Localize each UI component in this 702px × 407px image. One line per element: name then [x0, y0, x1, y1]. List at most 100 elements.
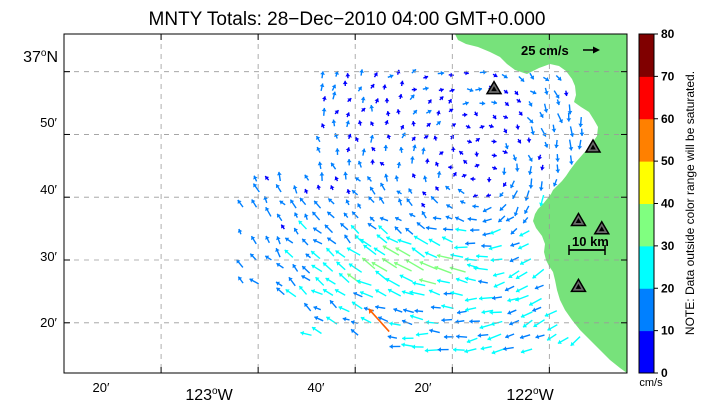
current-vector-89	[436, 120, 442, 126]
current-vector-25	[399, 80, 405, 87]
lon-label-40: 40′	[308, 380, 325, 395]
current-vector-431	[487, 333, 502, 341]
current-vector-134	[474, 151, 480, 157]
colorbar-label-4: 40	[661, 197, 675, 211]
current-vector-215	[357, 203, 362, 209]
current-vector-125	[361, 148, 367, 156]
current-vector-108	[411, 136, 416, 142]
current-vector-218	[397, 198, 403, 206]
current-vector-421	[311, 326, 322, 335]
current-vector-243	[445, 215, 453, 220]
current-vector-347	[375, 270, 389, 282]
current-vector-31	[475, 87, 483, 92]
colorbar-tick-labels: 0 10 20 30 40 50 60 70 80	[661, 27, 675, 380]
lat-labels: 37oN 50′ 40′ 30′ 20′	[23, 48, 58, 330]
current-vector-219	[406, 198, 413, 207]
current-vector-46	[409, 94, 415, 101]
current-vector-304	[382, 245, 400, 256]
current-vector-280	[359, 238, 372, 248]
current-vector-261	[404, 227, 414, 235]
current-vector-250	[237, 228, 243, 235]
current-vector-max	[368, 308, 390, 333]
current-vector-49	[447, 98, 453, 104]
current-vector-5	[387, 74, 394, 79]
current-vector-260	[394, 226, 402, 234]
current-vector-293	[249, 253, 257, 261]
current-vector-298	[310, 250, 321, 260]
current-vector-179	[502, 182, 508, 188]
current-vector-59	[321, 107, 327, 116]
current-vector-131	[438, 151, 444, 156]
current-vector-334	[508, 270, 520, 279]
current-vector-176	[461, 173, 467, 179]
current-vector-110	[433, 135, 438, 141]
current-vector-283	[397, 238, 412, 245]
current-vector-118	[543, 141, 549, 148]
current-vector-214	[345, 199, 350, 206]
radar-sites	[485, 80, 611, 293]
current-vector-400	[544, 310, 558, 318]
current-vector-276	[312, 238, 323, 245]
current-vector-231	[294, 212, 299, 218]
current-vector-229	[265, 206, 272, 217]
lat-label-50: 50′	[40, 115, 57, 130]
current-vector-287	[454, 245, 468, 250]
current-vector-289	[481, 243, 492, 249]
current-vector-440	[411, 344, 424, 350]
colorbar-segment-2	[639, 245, 654, 289]
current-vector-211	[299, 197, 307, 206]
current-vector-42	[360, 96, 366, 103]
current-vector-207	[251, 199, 258, 208]
current-vector-157	[514, 163, 520, 172]
reference-vector: 25 cm/s	[521, 43, 600, 58]
current-vector-367	[359, 290, 374, 298]
current-vector-88	[426, 122, 432, 128]
current-vector-201	[485, 193, 492, 198]
current-vector-92	[479, 124, 485, 130]
current-vector-98	[551, 124, 557, 133]
current-vector-356	[493, 281, 505, 288]
current-vector-394	[464, 307, 477, 312]
current-vector-441	[424, 348, 439, 353]
current-vector-302	[363, 244, 377, 256]
current-vector-340	[288, 276, 296, 287]
current-vector-189	[330, 185, 335, 191]
current-vector-15	[518, 76, 525, 83]
current-vector-216	[367, 196, 375, 203]
current-vector-445	[480, 345, 492, 351]
current-vector-223	[459, 200, 466, 205]
current-vector-360	[276, 287, 285, 296]
current-vector-114	[491, 139, 497, 144]
current-vector-212	[313, 200, 322, 209]
current-vector-23	[370, 83, 375, 89]
current-vector-401	[314, 316, 324, 322]
current-vector-272	[265, 235, 270, 244]
colorbar-segment-6	[639, 76, 654, 120]
current-vector-162	[264, 175, 270, 181]
current-vector-126	[371, 146, 376, 152]
current-vector-109	[423, 134, 429, 140]
current-vector-75	[526, 116, 534, 124]
current-vector-117	[526, 137, 532, 143]
current-vector-391	[430, 304, 441, 310]
lon-label-20: 20′	[93, 380, 110, 395]
current-vector-123	[335, 148, 340, 155]
current-vector-14	[501, 73, 508, 79]
current-vector-143	[330, 162, 337, 170]
current-vector-277	[326, 237, 337, 245]
current-vector-48	[439, 95, 444, 101]
current-vector-40	[331, 91, 337, 100]
current-vector-371	[409, 290, 425, 296]
current-vector-138	[527, 154, 533, 162]
current-vector-20	[331, 84, 337, 91]
current-vector-292	[517, 243, 529, 250]
current-vector-130	[421, 147, 426, 155]
current-vector-423	[387, 334, 398, 340]
current-vector-425	[415, 332, 429, 337]
current-vector-314	[519, 258, 532, 266]
current-vector-198	[445, 185, 451, 191]
current-vector-385	[351, 301, 363, 310]
current-vector-104	[355, 136, 360, 142]
current-vector-341	[301, 274, 311, 282]
current-vector-379	[515, 294, 529, 302]
